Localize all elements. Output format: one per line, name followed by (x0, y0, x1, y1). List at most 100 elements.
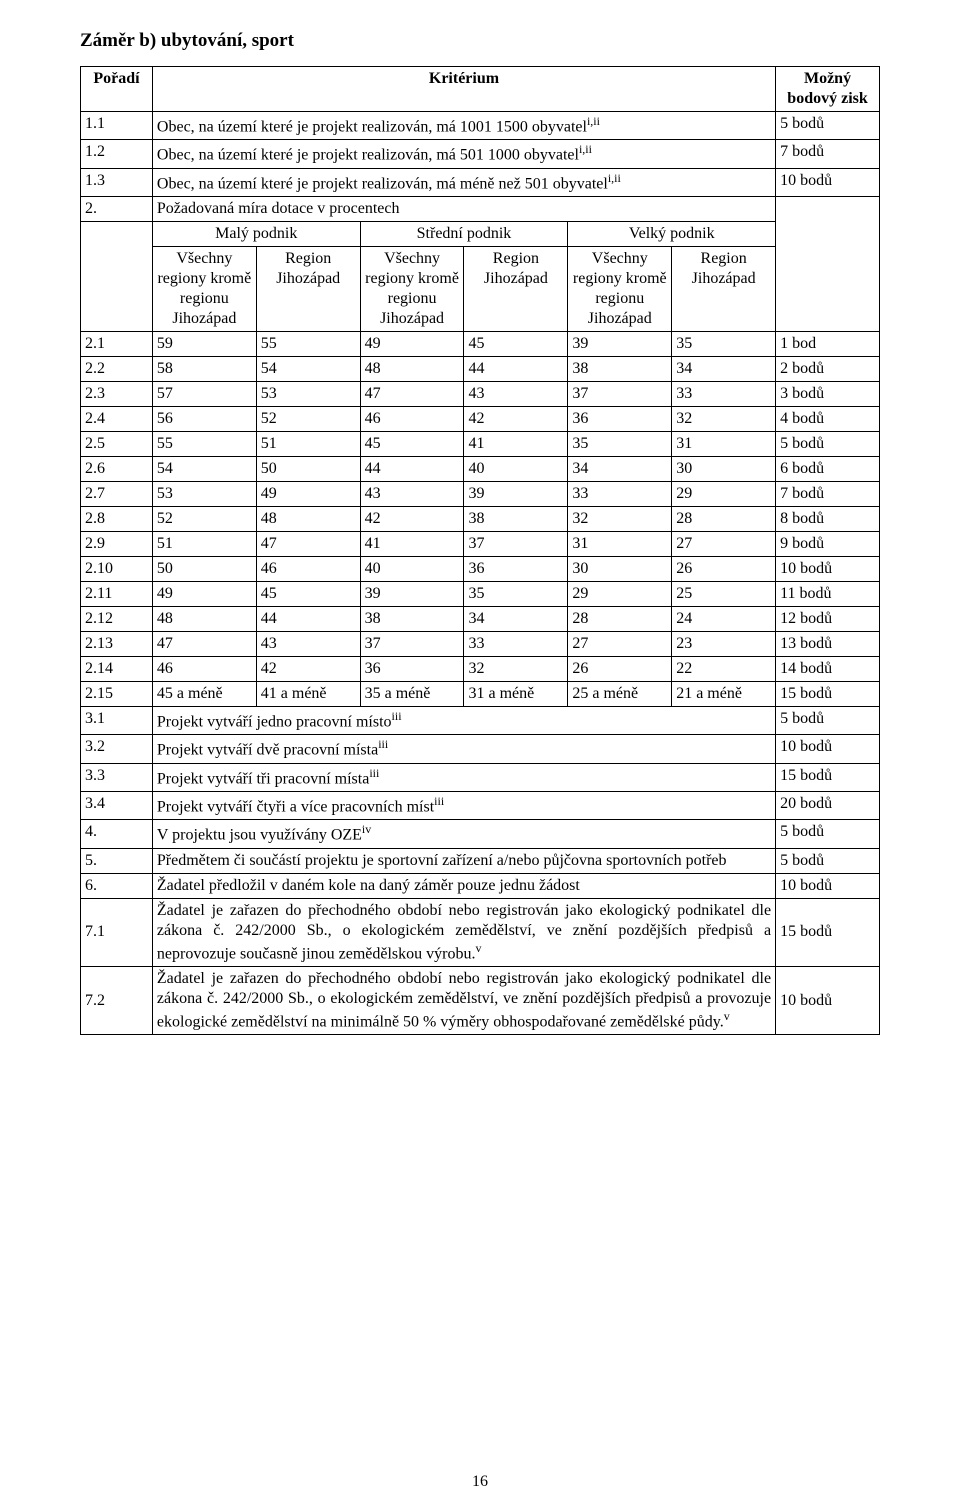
table-row: 2.45652464236324 bodů (81, 406, 880, 431)
cell: 33 (568, 481, 672, 506)
table-row: 2.1347433733272313 bodů (81, 631, 880, 656)
table-row: 2.15955494539351 bod (81, 331, 880, 356)
cell: 45 (256, 581, 360, 606)
row-num: 3.4 (81, 791, 153, 819)
row-text-content: Projekt vytváří čtyři a více pracovních … (157, 798, 434, 815)
cell: 40 (464, 456, 568, 481)
row-text-content: Žadatel je zařazen do přechodného období… (157, 970, 771, 1030)
subheader-stredni: Střední podnik (360, 221, 568, 246)
table-row: 2.1248443834282412 bodů (81, 606, 880, 631)
subheader-region: Region Jihozápad (672, 246, 776, 331)
table-row: 2.75349433933297 bodů (81, 481, 880, 506)
cell: 26 (568, 656, 672, 681)
table-row: 2.85248423832288 bodů (81, 506, 880, 531)
superscript: iv (362, 822, 371, 836)
row-num: 2.12 (81, 606, 153, 631)
cell: 41 (360, 531, 464, 556)
row-text-content: Obec, na území které je projekt realizov… (157, 118, 587, 135)
cell: 23 (672, 631, 776, 656)
table-row: 1.2 Obec, na území které je projekt real… (81, 140, 880, 168)
cell: 47 (360, 381, 464, 406)
cell: 34 (568, 456, 672, 481)
superscript: i,ii (608, 171, 621, 185)
row-num: 3.1 (81, 706, 153, 734)
cell: 41 (464, 431, 568, 456)
table-row: 3.3 Projekt vytváří tři pracovní místaii… (81, 763, 880, 791)
cell: 33 (672, 381, 776, 406)
cell: 55 (152, 431, 256, 456)
superscript: i,ii (587, 114, 600, 128)
table-row: 1.1 Obec, na území které je projekt real… (81, 112, 880, 140)
row-points: 9 bodů (776, 531, 880, 556)
cell: 36 (568, 406, 672, 431)
cell: 43 (256, 631, 360, 656)
row-points: 1 bod (776, 331, 880, 356)
cell: 47 (152, 631, 256, 656)
cell: 44 (464, 356, 568, 381)
cell: 25 a méně (568, 681, 672, 706)
cell: 32 (568, 506, 672, 531)
row-num: 3.3 (81, 763, 153, 791)
page-number: 16 (0, 1473, 960, 1491)
cell: 46 (256, 556, 360, 581)
row-text: Projekt vytváří jedno pracovní místoiii (152, 706, 775, 734)
cell: 52 (152, 506, 256, 531)
cell: 35 (568, 431, 672, 456)
superscript: v (724, 1009, 730, 1023)
cell: 29 (672, 481, 776, 506)
cell: 21 a méně (672, 681, 776, 706)
row-text: V projektu jsou využívány OZEiv (152, 820, 775, 848)
row-points: 14 bodů (776, 656, 880, 681)
table-row: 6. Žadatel předložil v daném kole na dan… (81, 873, 880, 898)
row-num: 2.3 (81, 381, 153, 406)
cell: 50 (256, 456, 360, 481)
row-text-content: Projekt vytváří dvě pracovní místa (157, 742, 378, 759)
cell: 48 (152, 606, 256, 631)
cell: 33 (464, 631, 568, 656)
row-text: Obec, na území které je projekt realizov… (152, 112, 775, 140)
row-points: 8 bodů (776, 506, 880, 531)
cell: 29 (568, 581, 672, 606)
row-points: 10 bodů (776, 168, 880, 196)
row-text: Žadatel je zařazen do přechodného období… (152, 898, 775, 966)
row-points: 15 bodů (776, 763, 880, 791)
row-num: 2. (81, 196, 153, 221)
row-points: 10 bodů (776, 873, 880, 898)
row-text-content: Projekt vytváří jedno pracovní místo (157, 713, 392, 730)
subheader-region: Region Jihozápad (464, 246, 568, 331)
row-points: 15 bodů (776, 898, 880, 966)
row-text: Předmětem či součástí projektu je sporto… (152, 848, 775, 873)
cell: 38 (360, 606, 464, 631)
row-text: Projekt vytváří tři pracovní místaiii (152, 763, 775, 791)
superscript: i,ii (579, 142, 592, 156)
section-heading: Záměr b) ubytování, sport (80, 30, 880, 52)
superscript: iii (434, 794, 444, 808)
row-num: 1.1 (81, 112, 153, 140)
cell: 31 (672, 431, 776, 456)
header-mozny: Možný bodový zisk (776, 67, 880, 112)
row-text: Obec, na území které je projekt realizov… (152, 168, 775, 196)
cell: 27 (568, 631, 672, 656)
cell: 35 a méně (360, 681, 464, 706)
cell: 28 (568, 606, 672, 631)
row-points: 5 bodů (776, 706, 880, 734)
table-row: 2.1446423632262214 bodů (81, 656, 880, 681)
row-num: 2.5 (81, 431, 153, 456)
row-text: Projekt vytváří dvě pracovní místaiii (152, 735, 775, 763)
table-row: 7.1 Žadatel je zařazen do přechodného ob… (81, 898, 880, 966)
cell: 39 (360, 581, 464, 606)
cell: 58 (152, 356, 256, 381)
cell: 42 (464, 406, 568, 431)
subheader-region: Region Jihozápad (256, 246, 360, 331)
table-row: 2.35753474337333 bodů (81, 381, 880, 406)
cell: 26 (672, 556, 776, 581)
cell: 59 (152, 331, 256, 356)
row-points: 2 bodů (776, 356, 880, 381)
cell: 54 (152, 456, 256, 481)
row-num: 2.1 (81, 331, 153, 356)
cell: 48 (256, 506, 360, 531)
cell: 54 (256, 356, 360, 381)
cell: 22 (672, 656, 776, 681)
cell: 35 (464, 581, 568, 606)
cell: 30 (672, 456, 776, 481)
